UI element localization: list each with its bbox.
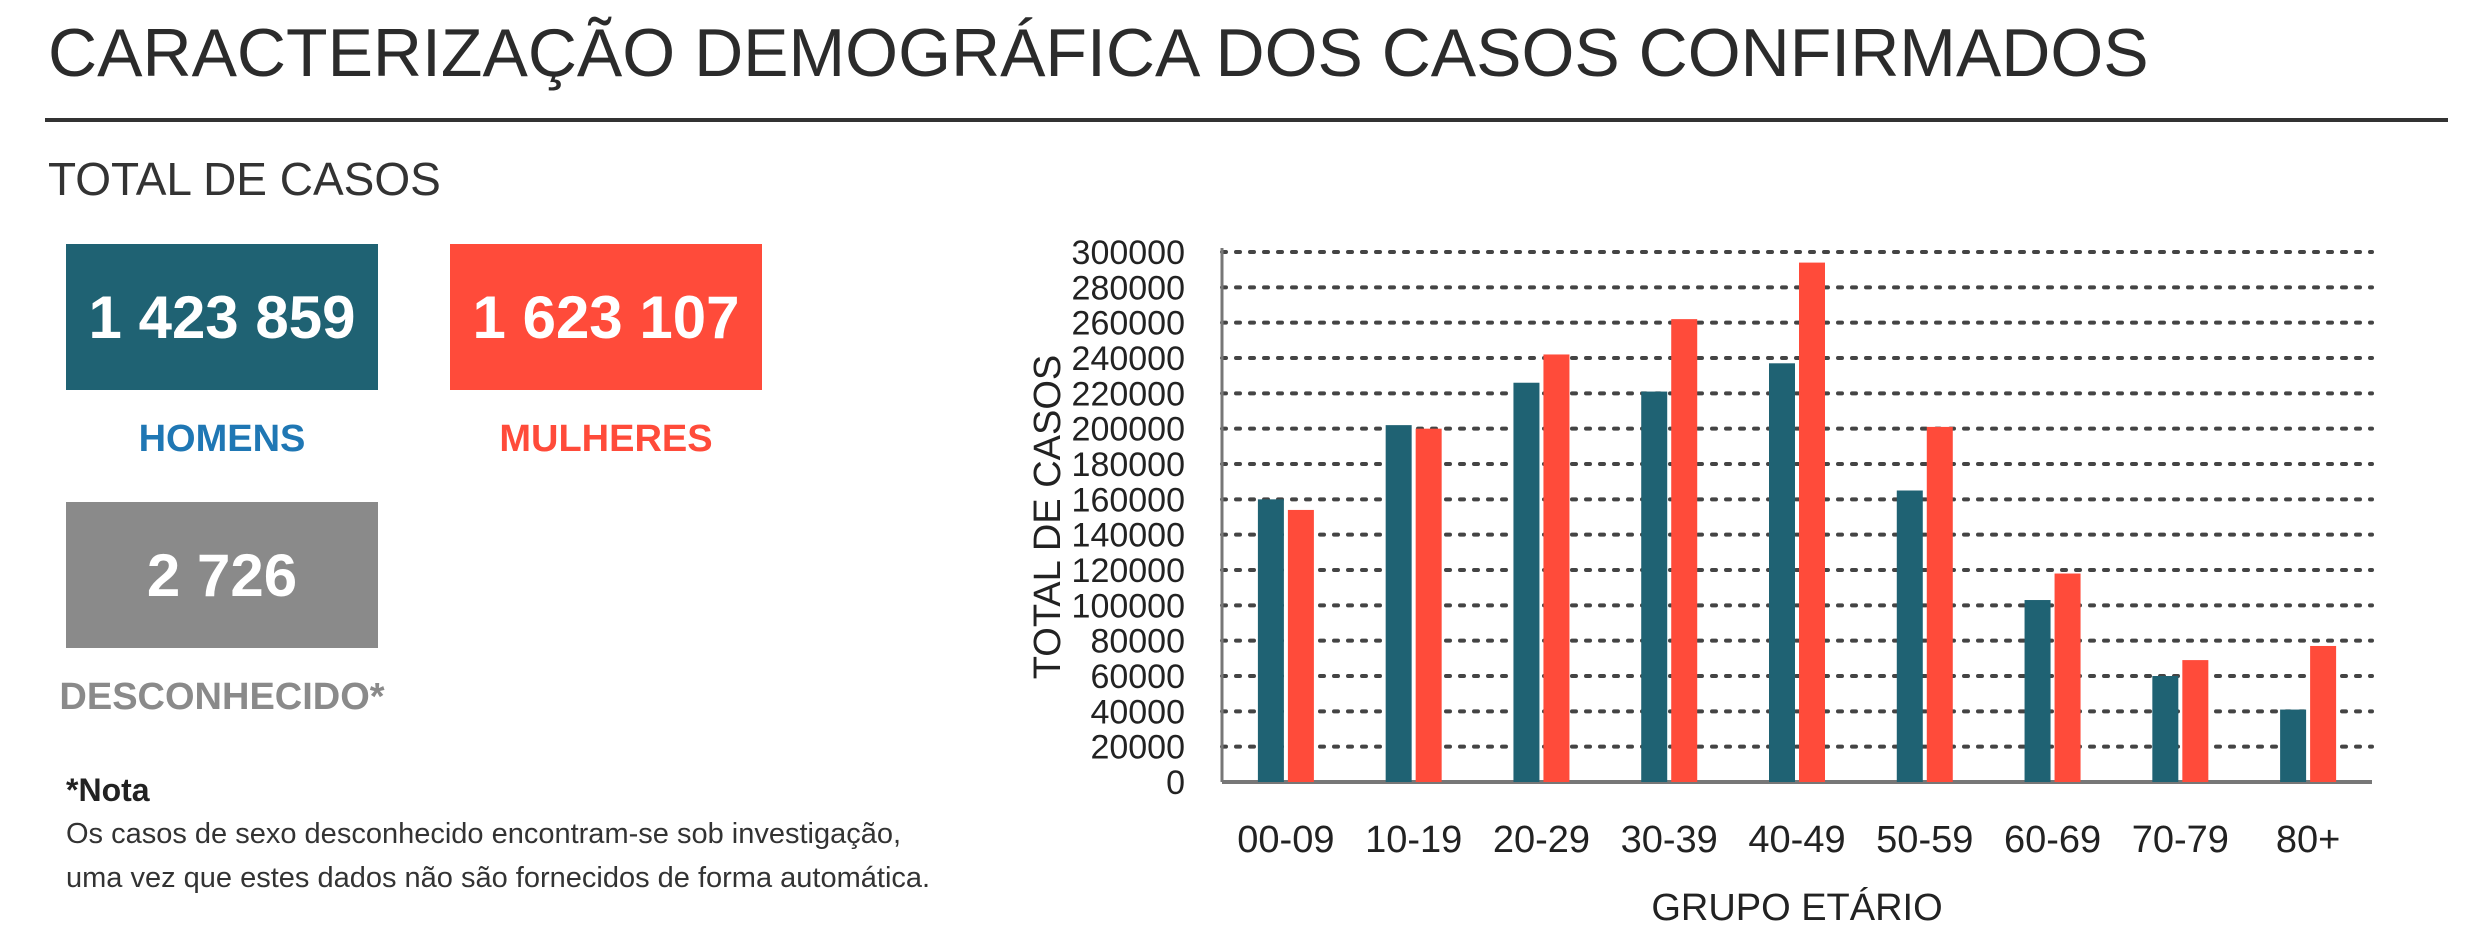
bar bbox=[1896, 490, 1923, 782]
y-tick-label: 300000 bbox=[1072, 234, 1185, 272]
bar bbox=[1257, 499, 1284, 782]
x-tick-label: 80+ bbox=[2276, 819, 2340, 861]
page-title: CARACTERIZAÇÃO DEMOGRÁFICA DOS CASOS CON… bbox=[48, 15, 2149, 91]
y-tick-label: 60000 bbox=[1090, 658, 1185, 696]
y-tick-label: 20000 bbox=[1090, 729, 1185, 767]
y-tick-label: 220000 bbox=[1072, 375, 1185, 413]
section-subtitle: TOTAL DE CASOS bbox=[48, 153, 441, 205]
y-tick-label: 160000 bbox=[1072, 481, 1185, 519]
y-tick-label: 120000 bbox=[1072, 552, 1185, 590]
note-title: *Nota bbox=[66, 772, 150, 808]
women-total-value: 1 623 107 bbox=[472, 283, 740, 351]
y-tick-label: 0 bbox=[1166, 764, 1185, 802]
y-axis-title: TOTAL DE CASOS bbox=[1027, 355, 1069, 679]
y-tick-label: 40000 bbox=[1090, 693, 1185, 731]
bar bbox=[1641, 391, 1668, 782]
y-tick-label: 240000 bbox=[1072, 340, 1185, 378]
title-divider bbox=[45, 118, 2448, 122]
x-tick-label: 70-79 bbox=[2132, 819, 2229, 861]
unknown-label: DESCONHECIDO* bbox=[59, 676, 385, 718]
bar bbox=[1415, 428, 1442, 782]
x-tick-label: 20-29 bbox=[1493, 819, 1590, 861]
x-tick-label: 10-19 bbox=[1365, 819, 1462, 861]
x-tick-label: 50-59 bbox=[1876, 819, 1973, 861]
men-total-box: 1 423 859 bbox=[66, 244, 378, 390]
note-line-2: uma vez que estes dados não são fornecid… bbox=[66, 862, 931, 894]
y-tick-label: 140000 bbox=[1072, 517, 1185, 555]
y-tick-label: 200000 bbox=[1072, 411, 1185, 449]
bar bbox=[1671, 319, 1698, 782]
y-tick-label: 100000 bbox=[1072, 587, 1185, 625]
bar bbox=[2182, 660, 2209, 782]
x-tick-label: 00-09 bbox=[1237, 819, 1334, 861]
bar bbox=[1769, 363, 1795, 782]
women-total-box: 1 623 107 bbox=[450, 244, 762, 390]
y-tick-label: 280000 bbox=[1072, 269, 1185, 307]
y-tick-label: 180000 bbox=[1072, 446, 1185, 484]
x-tick-label: 30-39 bbox=[1621, 819, 1718, 861]
bar bbox=[1799, 262, 1825, 783]
bar bbox=[1926, 426, 1953, 782]
women-label: MULHERES bbox=[499, 418, 713, 460]
bar bbox=[1385, 425, 1412, 782]
x-tick-label: 60-69 bbox=[2004, 819, 2101, 861]
men-label: HOMENS bbox=[138, 418, 306, 460]
bar bbox=[2054, 573, 2081, 782]
bar bbox=[2024, 600, 2051, 782]
x-tick-label: 40-49 bbox=[1748, 819, 1845, 861]
bar bbox=[1543, 354, 1570, 782]
y-tick-label: 80000 bbox=[1090, 623, 1185, 661]
y-tick-label: 260000 bbox=[1072, 305, 1185, 343]
bar bbox=[1287, 509, 1314, 782]
note-line-1: Os casos de sexo desconhecido encontram-… bbox=[66, 818, 902, 850]
unknown-total-value: 2 726 bbox=[146, 541, 298, 609]
bar bbox=[2280, 709, 2307, 782]
x-axis-title: GRUPO ETÁRIO bbox=[1651, 886, 1942, 929]
bar bbox=[2310, 645, 2337, 782]
unknown-total-box: 2 726 bbox=[66, 502, 378, 648]
bar bbox=[2152, 676, 2179, 782]
men-total-value: 1 423 859 bbox=[88, 283, 356, 351]
bar bbox=[1513, 382, 1540, 782]
